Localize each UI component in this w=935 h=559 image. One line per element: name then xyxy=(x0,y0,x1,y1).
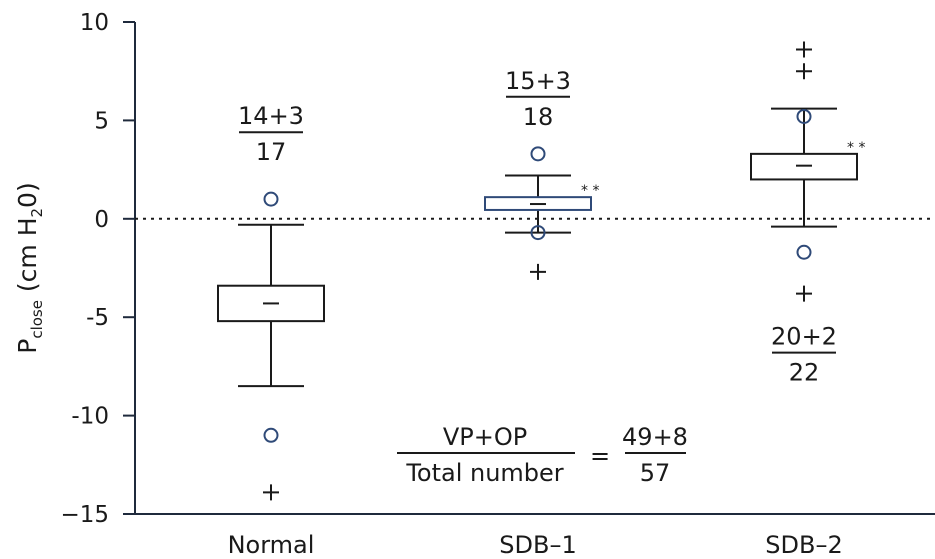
y-ticks: 10 5 0 -5 -10 −15 xyxy=(60,10,135,528)
summary-equals: = xyxy=(590,442,610,470)
y-label-unit: (cm H xyxy=(13,217,42,300)
summary-result-numerator: 49+8 xyxy=(622,423,688,451)
box-group: 14+3 17 xyxy=(217,102,325,501)
category-labels: Normal SDB–1 SDB–2 xyxy=(228,531,843,559)
category-label: SDB–2 xyxy=(765,531,842,559)
y-tick-label: 5 xyxy=(94,108,109,134)
fraction-numerator: 20+2 xyxy=(771,323,837,351)
y-label-sub: close xyxy=(28,300,46,339)
fraction-numerator: 14+3 xyxy=(238,102,304,130)
fraction-denominator: 22 xyxy=(789,359,820,387)
y-tick-label: 0 xyxy=(94,207,109,233)
axes xyxy=(134,22,935,515)
significance-stars: * * xyxy=(847,140,865,156)
y-axis-label: Pclose (cm H20) xyxy=(13,182,46,353)
y-label-unit-close: 0) xyxy=(13,182,42,208)
category-label: Normal xyxy=(228,531,315,559)
summary-numerator: VP+OP xyxy=(443,423,527,451)
category-label: SDB–1 xyxy=(499,531,576,559)
summary-denominator: Total number xyxy=(405,459,563,487)
box-group: * * 20+2 22 xyxy=(750,41,865,387)
boxes: 14+3 17 * * 15+3 18 * * 20+2 22 xyxy=(217,41,865,501)
fraction-denominator: 18 xyxy=(523,103,554,131)
outlier-circle xyxy=(796,244,812,260)
outlier-circle xyxy=(530,225,546,241)
extreme-plus-marker xyxy=(796,63,812,80)
outlier-circle xyxy=(796,108,812,124)
outlier-circle xyxy=(530,146,546,162)
svg-text:Pclose (cm H20): Pclose (cm H20) xyxy=(13,182,46,353)
box-iqr xyxy=(217,284,325,323)
extreme-plus-marker xyxy=(263,484,279,501)
y-label-p: P xyxy=(13,339,42,354)
extreme-plus-marker xyxy=(530,263,546,280)
summary-formula: VP+OP Total number = 49+8 57 xyxy=(397,423,688,487)
y-tick-label: -10 xyxy=(71,404,109,430)
significance-stars: * * xyxy=(581,183,599,199)
y-label-unit-sub: 2 xyxy=(28,208,46,218)
fraction-numerator: 15+3 xyxy=(505,67,571,95)
outlier-circle xyxy=(263,191,279,207)
outlier-circle xyxy=(263,427,279,443)
extreme-plus-marker xyxy=(796,41,812,58)
y-tick-label: −15 xyxy=(60,502,109,528)
y-tick-label: -5 xyxy=(86,305,109,331)
summary-result-denominator: 57 xyxy=(640,459,671,487)
extreme-plus-marker xyxy=(796,285,812,302)
y-tick-label: 10 xyxy=(80,10,109,36)
box-group: * * 15+3 18 xyxy=(484,67,599,280)
fraction-denominator: 17 xyxy=(256,138,287,166)
